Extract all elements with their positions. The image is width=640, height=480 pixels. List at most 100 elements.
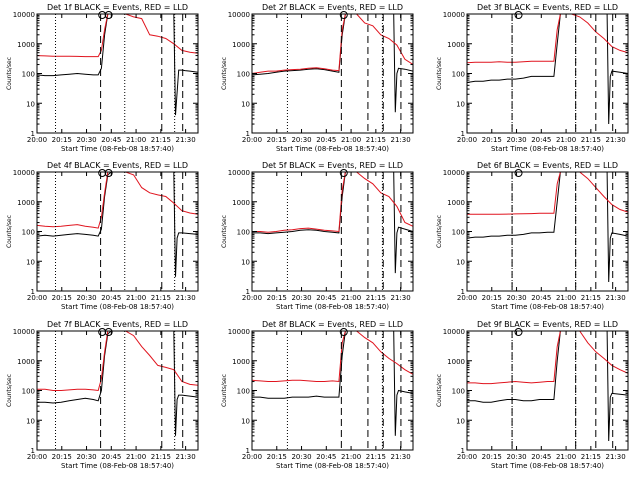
circle-marker (339, 11, 348, 19)
chart-panel: Det 5f BLACK = Events, RED = LLD 1 10 100 10… (221, 161, 414, 311)
x-tick-label: 21:15 (151, 136, 171, 144)
chart-panel: Det 7f BLACK = Events, RED = LLD 1 10 100 10… (6, 320, 199, 470)
x-tick-label: 20:00 (457, 294, 477, 302)
y-axis-label: Counts/sec (436, 57, 443, 90)
x-tick-label: 21:00 (556, 453, 576, 461)
x-tick-label: 20:45 (531, 453, 551, 461)
x-tick-label: 20:45 (101, 453, 121, 461)
circle-marker (514, 11, 523, 19)
x-tick-label: 21:15 (366, 453, 386, 461)
series-line-black (252, 330, 413, 436)
y-tick-label: 1 (31, 288, 35, 296)
y-tick-label: 10000 (228, 11, 250, 19)
y-tick-label: 10000 (13, 169, 35, 177)
y-tick-label: 10 (26, 417, 35, 425)
y-axis-label: Counts/sec (221, 374, 228, 407)
series-line-black (467, 330, 628, 442)
x-tick-label: 20:45 (531, 294, 551, 302)
y-tick-label: 100 (22, 71, 35, 79)
x-tick-label: 21:15 (366, 294, 386, 302)
x-tick-label: 21:30 (176, 294, 196, 302)
x-tick-label: 21:00 (126, 136, 146, 144)
x-tick-label: 20:45 (101, 136, 121, 144)
x-tick-label: 20:00 (27, 136, 47, 144)
y-tick-label: 10000 (443, 169, 465, 177)
x-tick-label: 21:30 (391, 136, 411, 144)
x-axis-label: Start Time (08-Feb-08 18:57:40) (276, 303, 389, 311)
y-tick-label: 100 (452, 71, 465, 79)
y-tick-label: 10 (456, 258, 465, 266)
y-tick-label: 100 (22, 229, 35, 237)
y-tick-label: 1 (246, 447, 250, 455)
y-tick-label: 1 (461, 447, 465, 455)
plot-frame (251, 13, 414, 134)
y-tick-label: 1000 (17, 41, 35, 49)
y-tick-label: 1 (31, 130, 35, 138)
circle-marker (514, 328, 523, 336)
series-line-black (467, 13, 628, 125)
y-tick-label: 100 (452, 388, 465, 396)
chart-panel: Det 4f BLACK = Events, RED = LLD 1 10 100 10… (6, 161, 199, 311)
y-tick-label: 10 (456, 100, 465, 108)
y-tick-label: 10000 (443, 328, 465, 336)
chart-title: Det 7f BLACK = Events, RED = LLD (47, 320, 188, 329)
chart-panel: Det 6f BLACK = Events, RED = LLD 1 10 100 10… (436, 161, 629, 311)
chart-title: Det 9f BLACK = Events, RED = LLD (477, 320, 618, 329)
y-tick-label: 10000 (13, 11, 35, 19)
y-axis-label: Counts/sec (436, 215, 443, 248)
series-line-red (252, 330, 413, 383)
chart-panel: Det 9f BLACK = Events, RED = LLD 1 10 100 10… (436, 320, 629, 470)
x-axis-label: Start Time (08-Feb-08 18:57:40) (491, 145, 604, 153)
circle-marker (339, 169, 348, 177)
y-tick-label: 100 (22, 388, 35, 396)
chart-title: Det 5f BLACK = Events, RED = LLD (262, 161, 403, 170)
x-tick-label: 20:45 (101, 294, 121, 302)
y-tick-label: 1000 (232, 41, 250, 49)
y-tick-label: 10 (241, 100, 250, 108)
x-tick-label: 20:00 (457, 136, 477, 144)
x-axis-label: Start Time (08-Feb-08 18:57:40) (61, 303, 174, 311)
y-axis-label: Counts/sec (6, 57, 13, 90)
y-tick-label: 1000 (232, 358, 250, 366)
y-tick-label: 1000 (232, 199, 250, 207)
x-tick-label: 20:30 (76, 453, 96, 461)
x-tick-label: 20:00 (457, 453, 477, 461)
y-tick-label: 1 (461, 288, 465, 296)
x-tick-label: 21:00 (341, 453, 361, 461)
x-tick-label: 20:15 (482, 294, 502, 302)
series-line-black (37, 171, 198, 277)
circle-marker (104, 328, 113, 336)
x-tick-label: 21:30 (606, 453, 626, 461)
x-tick-label: 21:00 (126, 453, 146, 461)
x-tick-label: 21:15 (581, 453, 601, 461)
y-tick-label: 1000 (447, 41, 465, 49)
y-tick-label: 1000 (17, 199, 35, 207)
x-axis-label: Start Time (08-Feb-08 18:57:40) (276, 462, 389, 470)
plot-frame (466, 13, 629, 134)
y-axis-label: Counts/sec (6, 374, 13, 407)
x-tick-label: 20:15 (267, 136, 287, 144)
x-tick-label: 20:15 (52, 136, 72, 144)
series-line-red (252, 13, 413, 74)
x-tick-label: 20:15 (267, 453, 287, 461)
series-line-black (252, 13, 413, 113)
y-tick-label: 100 (237, 229, 250, 237)
x-tick-label: 21:15 (581, 294, 601, 302)
plot-frame (251, 330, 414, 451)
chart-panel: Det 2f BLACK = Events, RED = LLD 1 10 100 10… (221, 3, 414, 153)
series-line-red (467, 13, 628, 64)
y-tick-label: 10 (26, 258, 35, 266)
plot-frame (466, 330, 629, 451)
x-tick-label: 20:30 (506, 136, 526, 144)
circle-marker (104, 11, 113, 19)
x-tick-label: 21:15 (151, 294, 171, 302)
y-tick-label: 10 (241, 417, 250, 425)
y-tick-label: 1 (246, 130, 250, 138)
x-tick-label: 20:30 (506, 453, 526, 461)
y-tick-label: 10 (456, 417, 465, 425)
chart-title: Det 6f BLACK = Events, RED = LLD (477, 161, 618, 170)
x-axis-label: Start Time (08-Feb-08 18:57:40) (61, 145, 174, 153)
x-tick-label: 21:30 (606, 294, 626, 302)
x-tick-label: 20:00 (242, 453, 262, 461)
x-tick-label: 20:00 (27, 453, 47, 461)
